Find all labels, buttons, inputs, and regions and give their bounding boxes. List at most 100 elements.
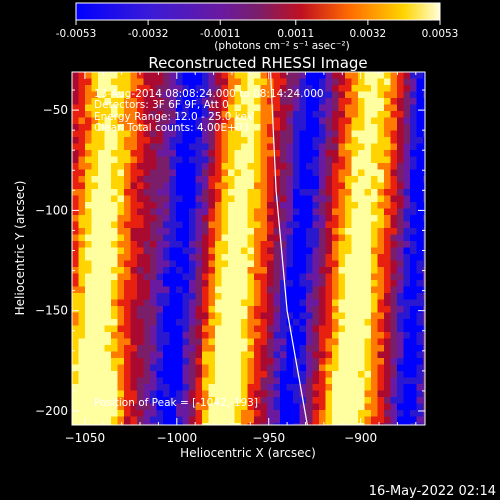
heatmap-cell — [364, 208, 372, 216]
heatmap-cell — [156, 111, 164, 118]
heatmap-cell — [319, 423, 326, 425]
heatmap-cell — [124, 377, 131, 385]
heatmap-cell — [137, 390, 144, 398]
heatmap-cell — [390, 202, 398, 209]
heatmap-cell — [98, 98, 105, 105]
heatmap-cell — [273, 332, 281, 339]
heatmap-cell — [176, 72, 183, 79]
heatmap-cell — [208, 338, 216, 346]
heatmap-cell — [267, 169, 274, 177]
heatmap-cell — [137, 280, 144, 287]
heatmap-cell — [130, 306, 138, 313]
heatmap-cell — [397, 117, 404, 125]
heatmap-cell — [416, 163, 424, 170]
heatmap-cell — [163, 247, 170, 255]
heatmap-cell — [358, 189, 365, 196]
heatmap-cell — [371, 384, 378, 391]
heatmap-cell — [85, 280, 92, 287]
heatmap-cell — [208, 208, 216, 216]
heatmap-cell — [358, 254, 365, 261]
heatmap-cell — [319, 163, 326, 170]
heatmap-cell — [306, 221, 313, 229]
heatmap-cell — [280, 78, 287, 86]
heatmap-cell — [182, 104, 190, 112]
heatmap-cell — [221, 104, 229, 112]
heatmap-cell — [72, 260, 79, 268]
heatmap-cell — [254, 221, 261, 229]
heatmap-cell — [156, 280, 164, 287]
heatmap-cell — [130, 189, 138, 196]
heatmap-cell — [98, 189, 105, 196]
heatmap-cell — [247, 176, 255, 183]
heatmap-cell — [364, 150, 372, 157]
heatmap-cell — [104, 299, 112, 307]
heatmap-cell — [169, 85, 177, 92]
heatmap-cell — [384, 169, 391, 177]
heatmap-cell — [143, 208, 151, 216]
heatmap-cell — [312, 124, 320, 131]
heatmap-cell — [351, 163, 359, 170]
heatmap-cell — [397, 195, 404, 203]
heatmap-cell — [338, 312, 346, 320]
heatmap-cell — [150, 397, 157, 404]
heatmap-cell — [403, 338, 411, 346]
heatmap-cell — [169, 182, 177, 190]
heatmap-cell — [208, 202, 216, 209]
heatmap-cell — [332, 254, 339, 261]
heatmap-cell — [423, 98, 425, 105]
heatmap-cell — [111, 267, 118, 274]
heatmap-cell — [150, 403, 157, 411]
heatmap-cell — [78, 286, 86, 294]
heatmap-cell — [358, 150, 365, 157]
heatmap-cell — [254, 247, 261, 255]
heatmap-cell — [358, 306, 365, 313]
heatmap-cell — [416, 377, 424, 385]
heatmap-cell — [267, 137, 274, 144]
heatmap-cell — [85, 221, 92, 229]
heatmap-cell — [364, 319, 372, 326]
heatmap-cell — [221, 410, 229, 417]
heatmap-cell — [117, 403, 125, 411]
heatmap-cell — [293, 397, 300, 404]
heatmap-cell — [189, 111, 196, 118]
heatmap-cell — [358, 260, 365, 268]
heatmap-cell — [156, 267, 164, 274]
heatmap-cell — [247, 280, 255, 287]
heatmap-cell — [390, 416, 398, 424]
heatmap-cell — [286, 176, 294, 183]
heatmap-cell — [176, 325, 183, 333]
heatmap-cell — [104, 143, 112, 151]
heatmap-cell — [137, 137, 144, 144]
heatmap-cell — [371, 390, 378, 398]
heatmap-cell — [182, 306, 190, 313]
heatmap-cell — [384, 104, 391, 112]
heatmap-cell — [332, 416, 339, 424]
heatmap-cell — [72, 299, 79, 307]
heatmap-cell — [260, 163, 268, 170]
heatmap-cell — [169, 312, 177, 320]
heatmap-cell — [254, 111, 261, 118]
heatmap-cell — [403, 384, 411, 391]
heatmap-cell — [280, 98, 287, 105]
heatmap-cell — [117, 312, 125, 320]
heatmap-cell — [104, 78, 112, 86]
heatmap-cell — [72, 254, 79, 261]
heatmap-cell — [306, 111, 313, 118]
heatmap-cell — [169, 169, 177, 177]
heatmap-cell — [319, 195, 326, 203]
heatmap-cell — [124, 124, 131, 131]
heatmap-cell — [150, 241, 157, 248]
heatmap-cell — [143, 169, 151, 177]
heatmap-cell — [104, 98, 112, 105]
heatmap-cell — [299, 312, 307, 320]
heatmap-cell — [176, 358, 183, 365]
heatmap-cell — [332, 137, 339, 144]
heatmap-cell — [111, 325, 118, 333]
heatmap-cell — [286, 416, 294, 424]
heatmap-cell — [228, 332, 235, 339]
heatmap-cell — [130, 234, 138, 242]
heatmap-cell — [273, 358, 281, 365]
heatmap-cell — [325, 345, 333, 352]
heatmap-cell — [182, 384, 190, 391]
heatmap-cell — [85, 319, 92, 326]
